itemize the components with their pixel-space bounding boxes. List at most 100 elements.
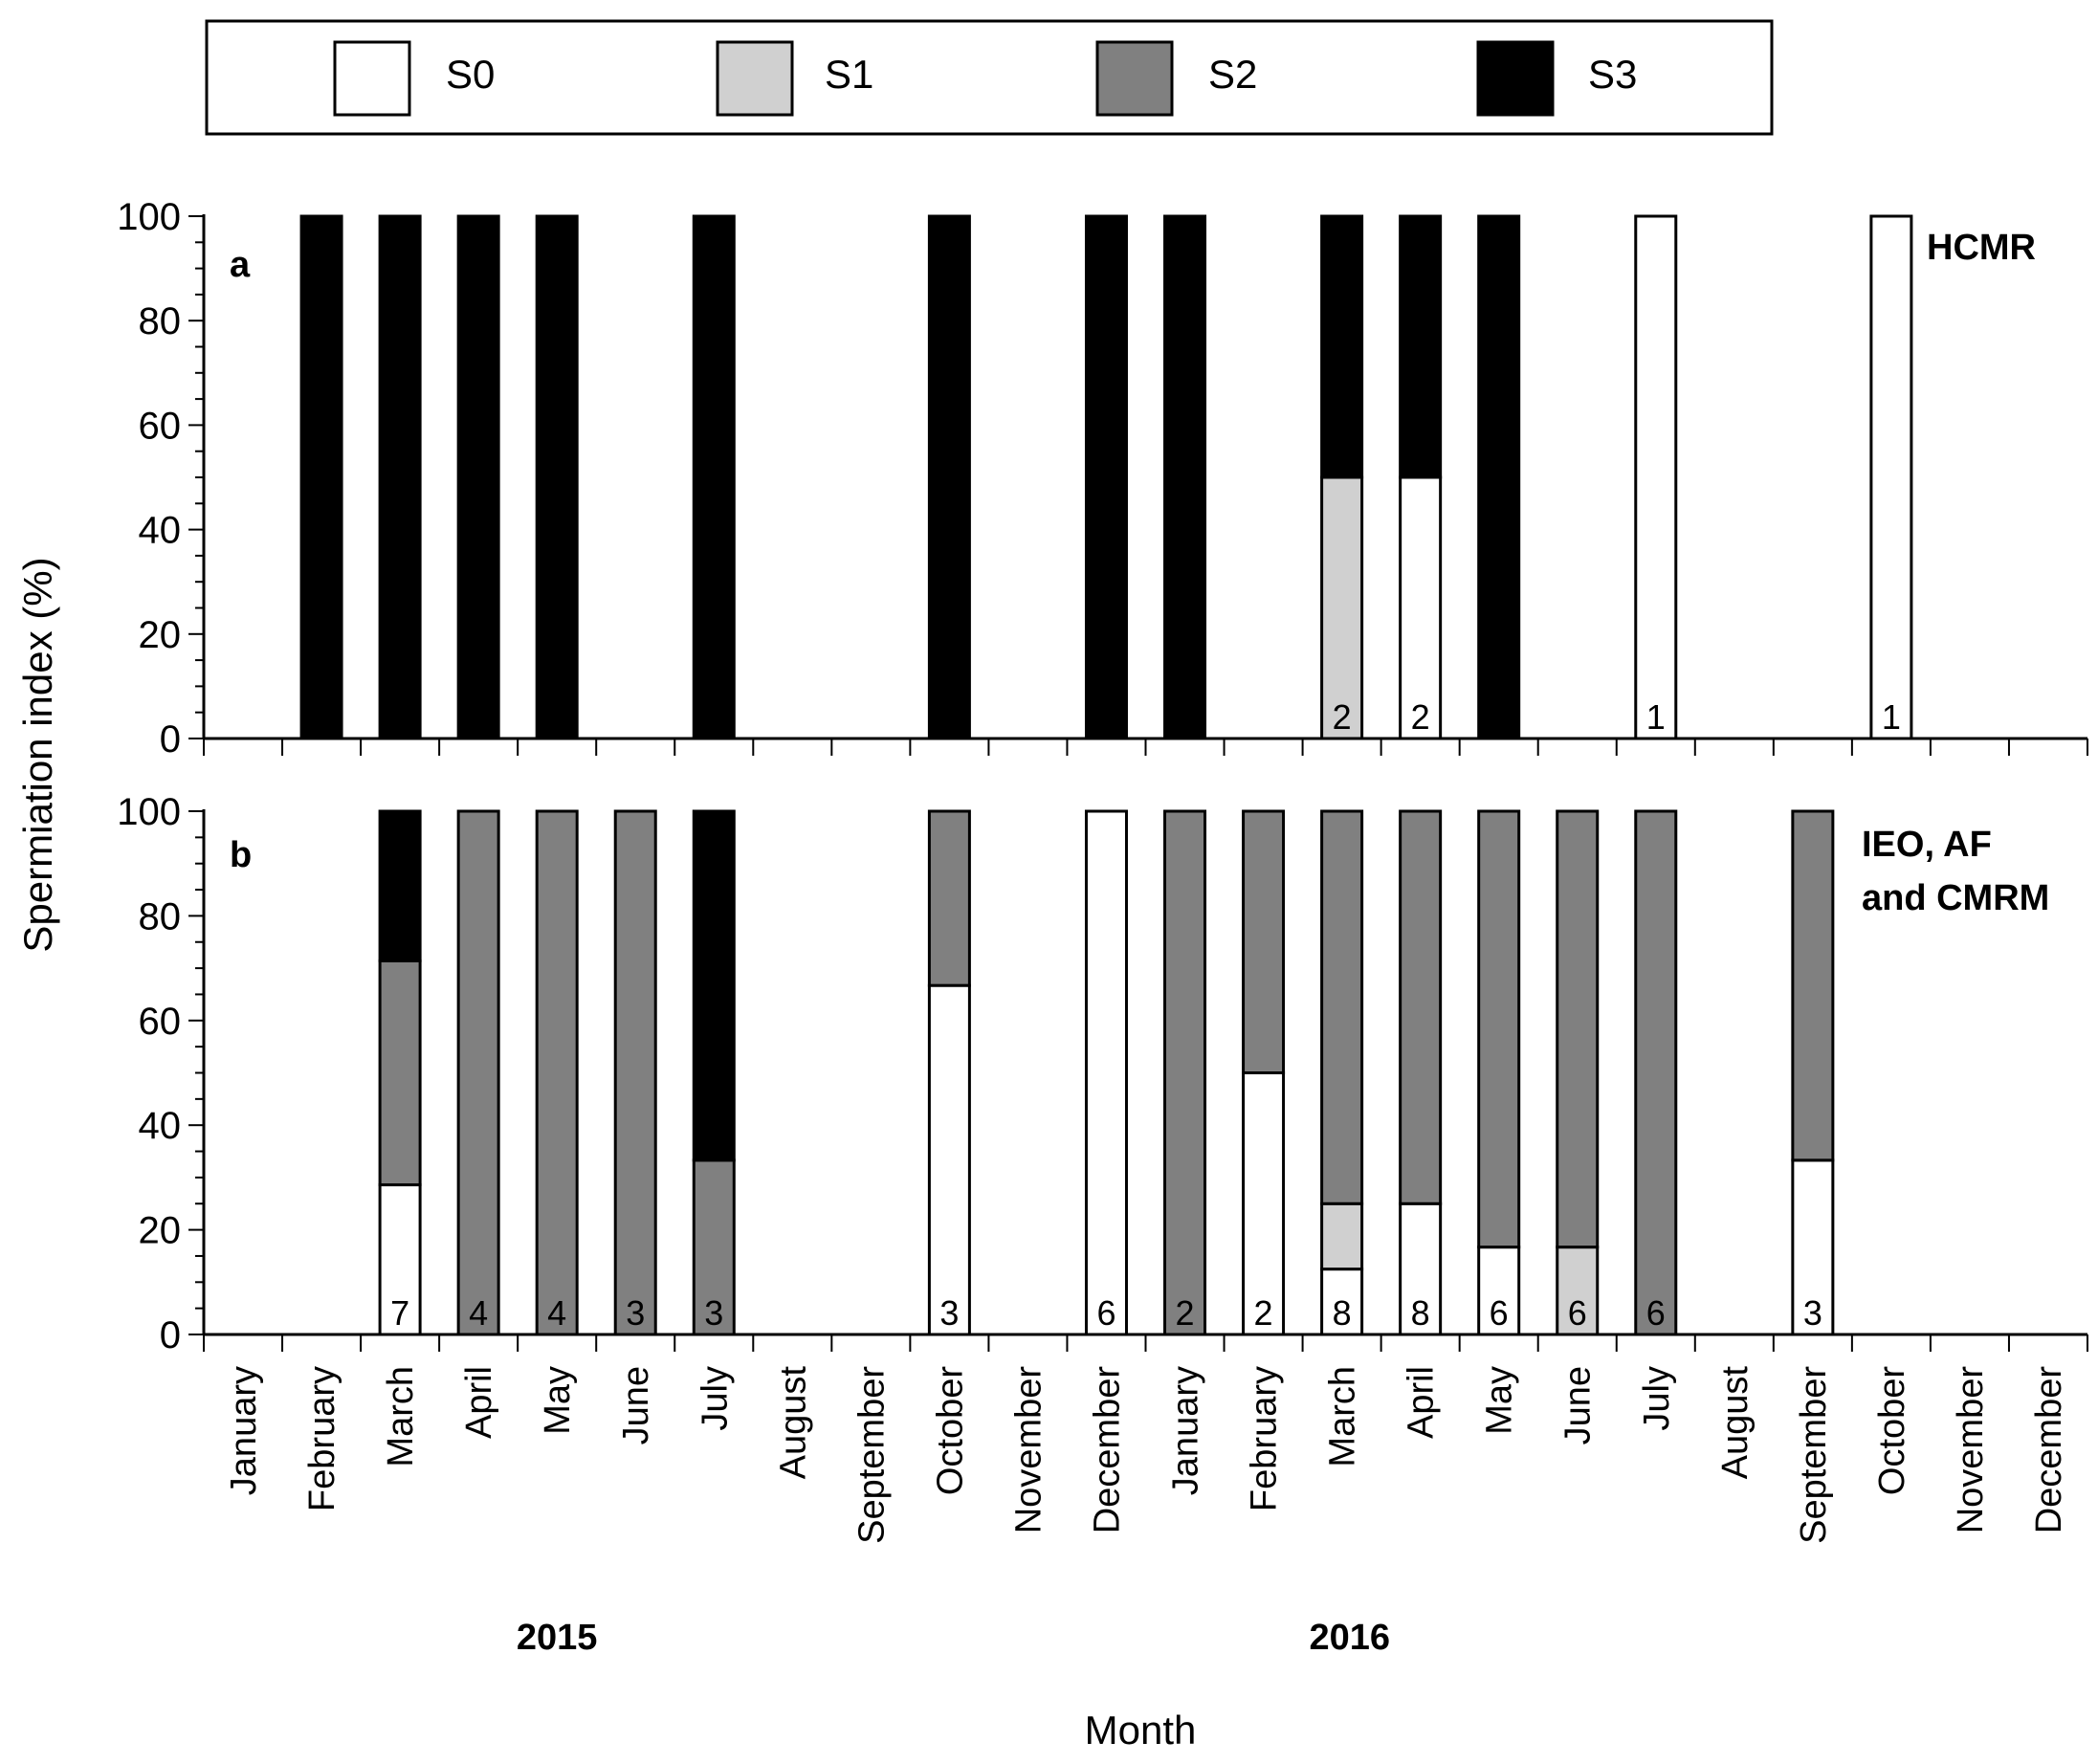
panel-b-site-label-line1: IEO, AF xyxy=(1862,825,1992,865)
bar-a-1-s3 xyxy=(378,214,422,740)
month-label-14: March xyxy=(1323,1366,1363,1467)
month-label-9: October xyxy=(930,1366,970,1496)
y-tick-label-a-3: 60 xyxy=(139,405,182,447)
bar-b-11-s2 xyxy=(1477,809,1521,1249)
bar-n-label-b-6: 6 xyxy=(1096,1293,1115,1333)
y-tick-label-a-5: 100 xyxy=(117,196,181,238)
x-axis-title: Month xyxy=(1085,1708,1197,1753)
legend-label-s2: S2 xyxy=(1208,52,1257,97)
bar-n-label-b-5: 3 xyxy=(939,1293,959,1333)
year-labels: 2015 2016 xyxy=(517,1618,1390,1658)
bar-b-5-s0 xyxy=(927,983,971,1336)
month-label-16: May xyxy=(1480,1366,1520,1435)
bar-b-2-s2 xyxy=(535,809,579,1336)
legend-swatch-s1 xyxy=(716,40,794,117)
y-tick-label-b-3: 60 xyxy=(139,1001,182,1043)
legend-swatch-s0 xyxy=(333,40,411,117)
month-label-20: September xyxy=(1794,1366,1834,1544)
bar-b-5-s2 xyxy=(927,809,971,987)
bar-a-9-s3 xyxy=(1399,214,1443,479)
panel-b-site-label-line2: and CMRM xyxy=(1862,878,2049,918)
bar-b-0-s2 xyxy=(378,959,422,1187)
bar-b-1-s2 xyxy=(456,809,500,1336)
bar-b-9-s2 xyxy=(1320,809,1364,1205)
bar-b-6-s0 xyxy=(1084,809,1128,1336)
bar-b-9-s1 xyxy=(1320,1202,1364,1271)
bar-b-7-s2 xyxy=(1163,809,1207,1336)
bar-n-label-b-14: 3 xyxy=(1803,1293,1822,1333)
month-label-4: May xyxy=(538,1366,578,1435)
bar-b-13-s2 xyxy=(1634,809,1678,1336)
y-tick-label-b-4: 80 xyxy=(139,895,182,937)
bar-n-label-b-12: 6 xyxy=(1568,1293,1587,1333)
bar-a-12-s0 xyxy=(1869,214,1913,740)
y-tick-label-b-1: 20 xyxy=(139,1210,182,1252)
legend-label-s0: S0 xyxy=(446,52,495,97)
bar-b-3-s2 xyxy=(613,809,657,1336)
bar-n-label-a-7: 2 xyxy=(1176,697,1195,737)
bar-n-label-a-1: 2 xyxy=(390,697,409,737)
bar-a-11-s0 xyxy=(1634,214,1678,740)
bar-b-4-s2 xyxy=(692,1158,736,1336)
month-label-23: December xyxy=(2029,1366,2069,1534)
bar-n-label-b-11: 6 xyxy=(1490,1293,1509,1333)
y-tick-label-b-2: 40 xyxy=(139,1105,182,1147)
bar-n-label-a-6: 2 xyxy=(1096,697,1115,737)
y-tick-label-a-2: 40 xyxy=(139,510,182,552)
bar-a-4-s3 xyxy=(692,214,736,740)
month-label-0: January xyxy=(224,1366,264,1495)
y-tick-label-a-4: 80 xyxy=(139,300,182,342)
bar-n-label-a-8: 2 xyxy=(1333,697,1352,737)
legend-label-s3: S3 xyxy=(1588,52,1637,97)
month-label-7: August xyxy=(773,1366,813,1480)
y-tick-label-a-1: 20 xyxy=(139,614,182,656)
bar-n-label-a-0: 2 xyxy=(312,697,331,737)
month-label-5: June xyxy=(616,1366,656,1444)
bar-n-label-a-4: 2 xyxy=(704,697,723,737)
bar-b-10-s2 xyxy=(1399,809,1443,1205)
bar-n-label-b-10: 8 xyxy=(1411,1293,1430,1333)
panel-b: 7 4 4 3 3 3 6 2 2 8 8 6 6 6 3 0 20 40 60 80 100 b IEO, AF a… xyxy=(117,791,2088,1356)
month-label-3: April xyxy=(459,1366,499,1439)
bar-a-7-s3 xyxy=(1163,214,1207,740)
bar-b-0-s0 xyxy=(378,1183,422,1336)
bar-a-2-s3 xyxy=(456,214,500,740)
bar-n-label-b-1: 4 xyxy=(469,1293,488,1333)
bar-n-label-b-9: 8 xyxy=(1333,1293,1352,1333)
y-axis-title: Spermiation index (%) xyxy=(15,557,60,952)
bar-n-label-b-7: 2 xyxy=(1176,1293,1195,1333)
month-label-21: October xyxy=(1872,1366,1912,1496)
panel-a: 2 2 2 2 2 2 2 2 2 2 2 1 1 0 20 40 60 80 100 a HCMR xyxy=(117,196,2088,761)
legend-swatch-s2 xyxy=(1095,40,1174,117)
bar-n-label-b-2: 4 xyxy=(547,1293,566,1333)
bar-n-label-a-10: 2 xyxy=(1490,697,1509,737)
year-label-2015: 2015 xyxy=(517,1618,598,1658)
bar-n-label-a-5: 2 xyxy=(939,697,959,737)
month-label-22: November xyxy=(1951,1366,1991,1534)
month-labels: January February March April May June July Augu… xyxy=(224,1366,2069,1544)
bar-b-8-s2 xyxy=(1242,809,1286,1074)
legend: S0 S1 S2 S3 xyxy=(205,19,1774,136)
bar-a-8-s3 xyxy=(1320,214,1364,479)
bar-a-5-s3 xyxy=(927,214,971,740)
month-label-19: August xyxy=(1715,1366,1756,1480)
bar-b-10-s0 xyxy=(1399,1202,1443,1336)
panel-b-letter: b xyxy=(230,835,252,875)
bar-b-12-s2 xyxy=(1556,809,1600,1249)
month-label-12: January xyxy=(1166,1366,1206,1495)
year-label-2016: 2016 xyxy=(1310,1618,1391,1658)
month-label-15: April xyxy=(1402,1366,1442,1439)
panel-a-axes: 0 20 40 60 80 100 xyxy=(117,196,2088,761)
bar-n-label-b-8: 2 xyxy=(1254,1293,1273,1333)
y-tick-label-b-5: 100 xyxy=(117,791,181,833)
y-tick-label-a-0: 0 xyxy=(160,718,181,761)
month-label-17: June xyxy=(1558,1366,1599,1444)
bar-n-label-b-0: 7 xyxy=(390,1293,409,1333)
bar-b-14-s2 xyxy=(1791,809,1835,1162)
month-label-6: July xyxy=(695,1366,735,1431)
bar-n-label-a-9: 2 xyxy=(1411,697,1430,737)
panel-b-axes: 0 20 40 60 80 100 xyxy=(117,791,2088,1356)
bar-n-label-a-3: 2 xyxy=(547,697,566,737)
bar-a-3-s3 xyxy=(535,214,579,740)
